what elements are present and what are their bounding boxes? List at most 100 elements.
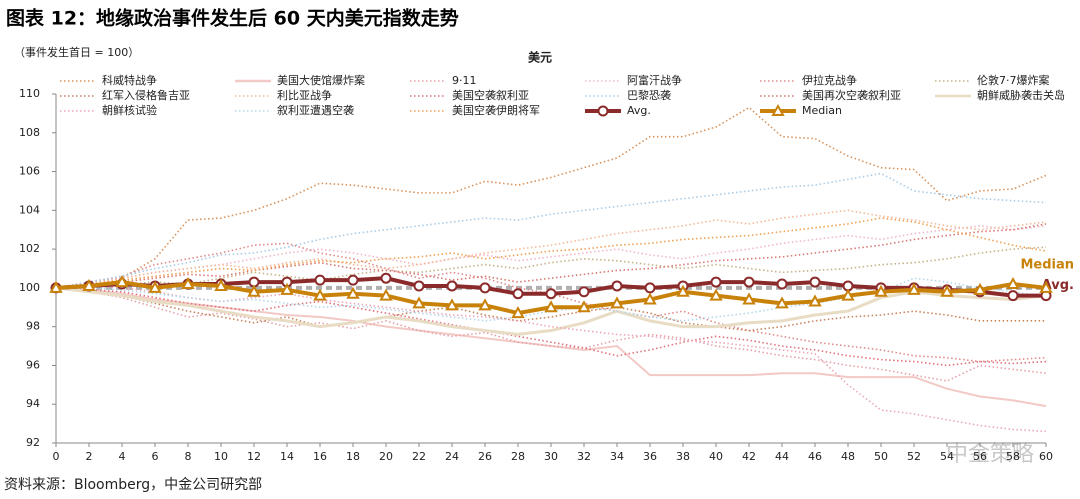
data-point: [49, 280, 63, 293]
y-tick-label: 104: [19, 203, 40, 216]
x-tick-label: 8: [185, 450, 192, 463]
series-line: [55, 172, 1047, 289]
x-tick-label: 4: [119, 450, 126, 463]
series-line: [55, 217, 1047, 289]
x-tick-label: 48: [841, 450, 855, 463]
data-point: [181, 276, 195, 290]
data-point: [1006, 276, 1020, 290]
x-tick-label: 18: [346, 450, 360, 463]
data-point: [809, 276, 821, 288]
legend-marker: [771, 103, 785, 116]
data-point: [874, 284, 888, 297]
data-point: [841, 288, 855, 301]
x-tick-label: 10: [214, 450, 228, 463]
x-tick-label: 34: [610, 450, 624, 463]
data-point: [776, 278, 788, 290]
legend-marker: [597, 105, 609, 117]
x-tick-label: 36: [643, 450, 657, 463]
y-tick-label: 110: [19, 87, 40, 100]
legend-label: 伦敦7·7爆炸案: [977, 73, 1050, 87]
legend-label: 巴黎恐袭: [627, 88, 671, 102]
legend-label: 科威特战争: [102, 73, 157, 87]
y-tick-label: 100: [19, 281, 40, 294]
data-point: [313, 288, 327, 301]
x-tick-label: 0: [53, 450, 60, 463]
watermark: 中金策略: [946, 442, 1034, 467]
plot-title: 美元: [528, 50, 552, 65]
x-tick-label: 2: [86, 450, 93, 463]
x-tick-label: 30: [544, 450, 558, 463]
data-point: [148, 280, 162, 293]
data-point: [577, 300, 591, 313]
data-point: [940, 284, 954, 297]
data-point: [808, 294, 822, 307]
legend-label: 红军入侵格鲁吉亚: [102, 88, 190, 102]
x-tick-label: 54: [940, 450, 954, 463]
x-tick-label: 26: [478, 450, 492, 463]
data-point: [676, 284, 690, 297]
y-tick-label: 94: [26, 397, 40, 410]
data-point: [907, 282, 921, 295]
y-tick-label: 92: [26, 436, 40, 449]
data-point: [379, 288, 393, 301]
data-point: [412, 296, 426, 309]
series-line: [55, 246, 1047, 289]
data-point: [743, 276, 755, 288]
legend-label: 伊拉克战争: [802, 73, 857, 87]
subtitle: （事件发生首日 = 100）: [14, 45, 139, 59]
x-tick-label: 14: [280, 450, 294, 463]
data-point: [380, 272, 392, 284]
data-point: [347, 274, 359, 286]
legend-label: 9·11: [452, 74, 477, 87]
series-line: [55, 287, 1047, 367]
legend-label: Median: [802, 104, 842, 117]
x-tick-label: 32: [577, 450, 591, 463]
legend-label: 朝鲜核试验: [102, 103, 157, 117]
x-tick-label: 6: [152, 450, 159, 463]
x-tick-label: 22: [412, 450, 426, 463]
data-point: [478, 298, 492, 311]
x-tick-label: 50: [874, 450, 888, 463]
data-point: [644, 282, 656, 294]
data-point: [709, 288, 723, 301]
series-line: [55, 242, 1047, 363]
y-tick-label: 106: [19, 165, 40, 178]
y-tick-label: 98: [26, 320, 40, 333]
legend-label: 美国空袭叙利亚: [452, 88, 529, 102]
end-label: Median: [1020, 257, 1074, 272]
x-tick-label: 60: [1039, 450, 1053, 463]
x-tick-label: 20: [379, 450, 393, 463]
data-point: [247, 284, 261, 297]
data-point: [1039, 280, 1053, 293]
legend-label: 阿富汗战争: [627, 73, 682, 87]
data-point: [314, 274, 326, 286]
legend-label: 叙利亚遭遇空袭: [277, 103, 354, 117]
x-tick-label: 16: [313, 450, 327, 463]
legend-label: 美国再次空袭叙利亚: [802, 88, 901, 102]
data-point: [710, 276, 722, 288]
data-point: [742, 292, 756, 305]
legend-label: 利比亚战争: [277, 88, 332, 102]
y-tick-label: 108: [19, 126, 40, 139]
data-point: [610, 296, 624, 309]
data-point: [973, 282, 987, 295]
x-tick-label: 56: [973, 450, 987, 463]
legend-label: 美国空袭伊朗将军: [452, 103, 540, 117]
x-tick-label: 52: [907, 450, 921, 463]
data-point: [214, 278, 228, 291]
data-point: [82, 278, 96, 291]
legend-label: Avg.: [627, 104, 651, 117]
x-tick-label: 38: [676, 450, 690, 463]
data-point: [643, 292, 657, 305]
data-point: [445, 298, 459, 311]
data-point: [1007, 290, 1019, 302]
data-point: [578, 286, 590, 298]
series-line: [55, 106, 1047, 289]
x-tick-label: 24: [445, 450, 459, 463]
x-tick-label: 42: [742, 450, 756, 463]
series-line: [55, 225, 1047, 289]
data-point: [479, 282, 491, 294]
x-tick-label: 40: [709, 450, 723, 463]
legend-label: 美国大使馆爆炸案: [277, 73, 365, 87]
